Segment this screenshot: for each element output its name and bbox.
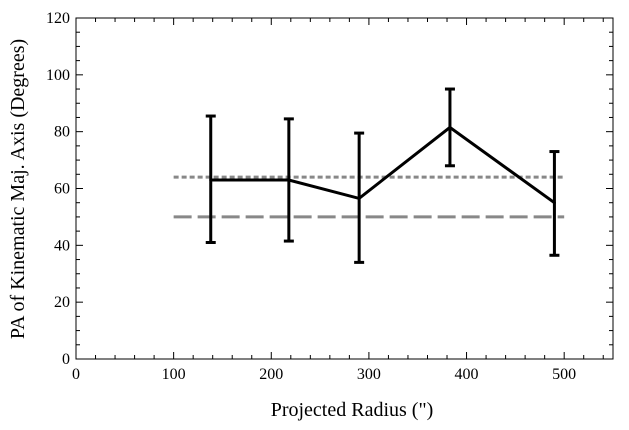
x-tick-label: 400 xyxy=(455,366,479,383)
y-tick-label: 100 xyxy=(46,67,70,84)
y-tick-label: 80 xyxy=(54,124,70,141)
data-point xyxy=(448,125,452,129)
y-tick-label: 0 xyxy=(62,351,70,368)
y-tick-label: 60 xyxy=(54,181,70,198)
x-tick-label: 100 xyxy=(162,366,186,383)
y-tick-label: 20 xyxy=(54,294,70,311)
y-tick-label: 40 xyxy=(54,237,70,254)
series-line xyxy=(210,125,556,204)
axes xyxy=(75,17,614,360)
reference-lines xyxy=(173,175,565,219)
x-tick-label: 200 xyxy=(259,366,283,383)
x-tick-label: 0 xyxy=(72,366,80,383)
data-series xyxy=(205,87,560,264)
data-point xyxy=(287,178,291,182)
y-axis-label: PA of Kinematic Maj. Axis (Degrees) xyxy=(7,39,29,339)
x-axis-label: Projected Radius (") xyxy=(271,399,434,421)
x-tick-label: 500 xyxy=(552,366,576,383)
data-point xyxy=(552,201,556,205)
tick-labels: 0 100 200 300 400 500 0 20 40 60 80 100 120 xyxy=(46,10,576,383)
y-tick-label: 120 xyxy=(46,10,70,27)
data-point xyxy=(209,178,213,182)
x-tick-label: 300 xyxy=(357,366,381,383)
data-point xyxy=(357,196,361,200)
